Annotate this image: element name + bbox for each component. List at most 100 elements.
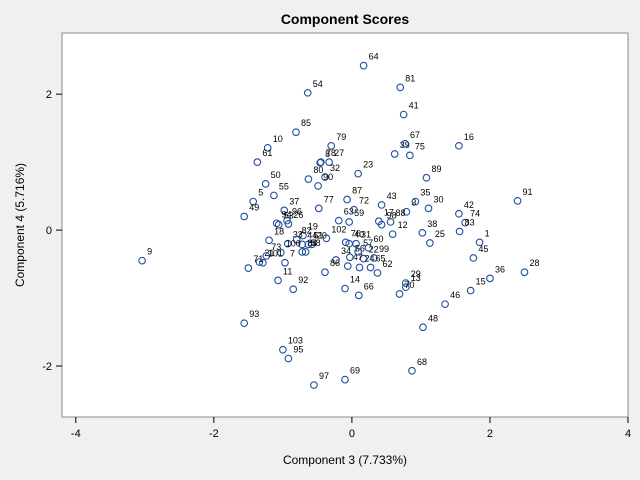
data-point-label: 62	[382, 259, 392, 269]
y-tick-label: 0	[46, 225, 52, 237]
data-point-label: 39	[400, 140, 410, 150]
data-point-label: 100	[286, 239, 301, 249]
data-point-marker	[411, 197, 420, 206]
data-point-marker	[284, 220, 293, 228]
data-point-label: 59	[354, 208, 364, 218]
data-point-marker	[276, 248, 285, 257]
data-point-marker	[486, 274, 494, 283]
data-point-label: 80	[313, 165, 323, 175]
data-point-label: 29	[411, 269, 421, 279]
data-point-marker	[292, 235, 301, 244]
x-tick-label: -2	[209, 428, 219, 440]
data-point-marker	[354, 291, 363, 300]
data-point-label: 26	[293, 210, 303, 220]
data-point-marker	[345, 239, 353, 248]
data-point-label: 23	[363, 160, 373, 170]
data-point-marker	[138, 256, 146, 265]
data-point-label: 85	[301, 118, 311, 128]
data-point-marker	[359, 254, 368, 263]
data-point-label: 79	[336, 132, 346, 142]
data-point-label: 27	[334, 148, 344, 158]
data-point-label: 72	[359, 196, 369, 206]
data-point-marker	[283, 216, 291, 225]
data-point-label: 91	[523, 187, 533, 197]
data-point-label: 84	[307, 238, 317, 248]
data-point-marker	[341, 284, 349, 293]
data-point-label: 17	[384, 207, 394, 217]
data-point-label: 3	[411, 198, 416, 208]
data-point-marker	[253, 158, 262, 166]
data-point-label: 94	[282, 209, 292, 219]
data-point-marker	[274, 220, 283, 229]
data-point-marker	[345, 218, 353, 226]
data-point-label: 44	[307, 230, 317, 240]
data-point-marker	[332, 256, 340, 264]
y-tick-label: -2	[42, 361, 52, 373]
data-point-marker	[263, 144, 272, 152]
data-point-label: 103	[288, 336, 303, 346]
data-point-marker	[299, 231, 307, 240]
x-tick-label: -4	[71, 428, 81, 440]
data-point-label: 97	[319, 371, 329, 381]
data-point-marker	[240, 319, 249, 328]
data-point-label: 19	[308, 222, 318, 232]
data-point-label: 33	[293, 230, 303, 240]
data-point-label: 65	[376, 253, 386, 263]
data-point-marker	[396, 83, 405, 92]
data-point-label: 63	[344, 207, 354, 217]
data-point-marker	[261, 180, 270, 188]
data-point-label: 21	[264, 248, 274, 258]
data-point-marker	[401, 139, 409, 148]
data-point-label: 22	[369, 245, 379, 255]
data-point-marker	[321, 268, 329, 277]
data-point-label: 56	[355, 243, 365, 253]
data-point-marker	[419, 323, 427, 332]
data-point-label: 48	[428, 313, 438, 323]
data-point-marker	[308, 240, 316, 249]
data-point-label: 32	[330, 163, 340, 173]
data-point-label: 87	[352, 186, 362, 196]
data-point-marker	[283, 239, 292, 248]
data-point-marker	[289, 285, 298, 294]
data-point-label: 67	[410, 130, 420, 140]
data-point-label: 89	[431, 164, 441, 174]
data-point-marker	[390, 150, 399, 158]
data-point-label: 102	[331, 224, 346, 234]
data-point-marker	[424, 204, 433, 213]
data-point-label: 31	[361, 230, 371, 240]
data-point-label: 90	[323, 172, 333, 182]
data-point-marker	[244, 264, 253, 273]
data-point-marker	[274, 276, 282, 285]
data-point-label: 74	[470, 209, 480, 219]
y-axis-ticks: -2 0 2	[42, 89, 62, 373]
data-point-label: 61	[262, 148, 272, 158]
data-point-label: 14	[350, 275, 360, 285]
data-point-marker	[455, 141, 463, 150]
data-point-marker	[520, 268, 529, 277]
x-tick-label: 2	[487, 428, 493, 440]
data-point-marker	[377, 201, 386, 209]
data-point-marker	[343, 195, 351, 204]
data-point-marker	[455, 209, 463, 218]
data-point-label: 20	[317, 230, 327, 240]
data-point-marker	[284, 354, 293, 363]
data-point-marker	[402, 207, 411, 216]
data-point-label: 30	[434, 194, 444, 204]
data-point-label: 46	[450, 290, 460, 300]
x-tick-label: 0	[349, 428, 355, 440]
data-point-marker	[316, 158, 325, 167]
data-point-marker	[426, 239, 434, 247]
data-point-label: 11	[283, 266, 292, 276]
data-point-label: 24	[364, 253, 374, 263]
data-point-label: 45	[478, 244, 488, 254]
data-point-marker	[240, 212, 249, 221]
data-point-marker	[345, 253, 354, 262]
data-point-marker	[401, 279, 410, 287]
data-point-marker	[418, 228, 427, 237]
data-point-marker	[281, 258, 289, 267]
data-point-label: 92	[298, 275, 308, 285]
data-point-marker	[350, 205, 358, 214]
data-point-label: 101	[268, 249, 283, 259]
data-point-label: 70	[405, 280, 415, 290]
data-point-label: 43	[387, 191, 397, 201]
